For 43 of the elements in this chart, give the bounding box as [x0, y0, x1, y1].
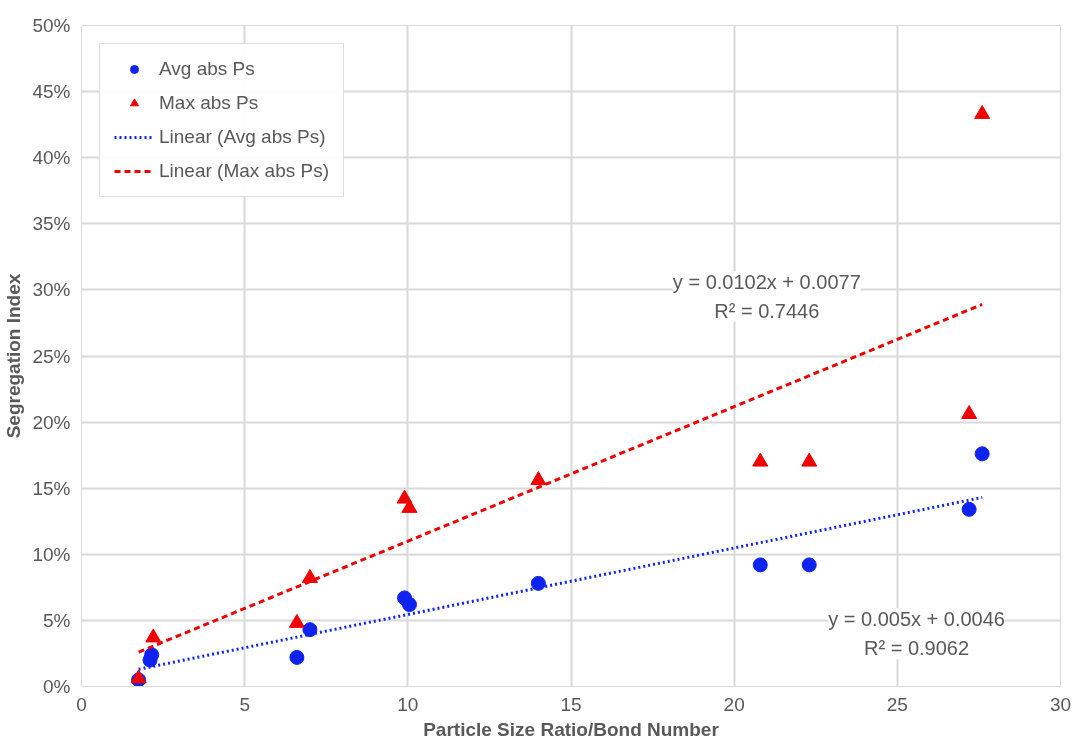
y-tick-label: 20% — [32, 411, 71, 433]
point — [530, 471, 547, 486]
y-tick-label: 45% — [32, 81, 71, 103]
y-tick-label: 15% — [32, 477, 71, 499]
legend-label: Avg abs Ps — [159, 58, 255, 80]
y-tick-label: 25% — [32, 345, 71, 367]
x-tick-label: 5 — [239, 693, 250, 715]
point — [401, 597, 417, 613]
point — [974, 104, 991, 119]
y-tick-label: 35% — [32, 213, 71, 235]
x-tick-label: 15 — [560, 693, 582, 715]
point — [288, 613, 305, 628]
y-tick-label: 50% — [32, 15, 71, 36]
point — [401, 498, 418, 513]
point — [974, 446, 990, 462]
y-tick-label: 5% — [43, 609, 71, 631]
x-axis-title: Particle Size Ratio/Bond Number — [423, 718, 720, 740]
point — [801, 452, 818, 467]
legend-label: Max abs Ps — [159, 92, 259, 114]
x-tick-label: 25 — [886, 693, 908, 715]
x-tick-label: 20 — [723, 693, 745, 715]
point — [301, 568, 318, 583]
legend-label: Linear (Avg abs Ps) — [159, 126, 326, 148]
point — [801, 557, 817, 573]
point — [961, 405, 978, 419]
y-tick-label: 40% — [32, 147, 71, 169]
point — [289, 649, 305, 665]
annotation: y = 0.0102x + 0.0077 R² = 0.7446 — [672, 271, 861, 322]
y-tick-label: 10% — [32, 543, 71, 565]
point — [752, 452, 769, 467]
x-tick-label: 0 — [76, 693, 87, 715]
y-tick-label: 0% — [43, 676, 71, 697]
annotation: y = 0.005x + 0.0046 R² = 0.9062 — [828, 608, 1005, 659]
y-tick-label: 30% — [32, 279, 71, 301]
y-axis-title: Segregation Index — [3, 273, 25, 439]
x-tick-label: 10 — [397, 693, 419, 715]
x-tick-label: 30 — [1049, 693, 1072, 715]
point — [752, 557, 768, 573]
point — [530, 575, 546, 591]
point — [145, 628, 162, 643]
point — [302, 622, 318, 638]
point — [961, 501, 977, 517]
legend-label: Linear (Max abs Ps) — [159, 160, 330, 182]
